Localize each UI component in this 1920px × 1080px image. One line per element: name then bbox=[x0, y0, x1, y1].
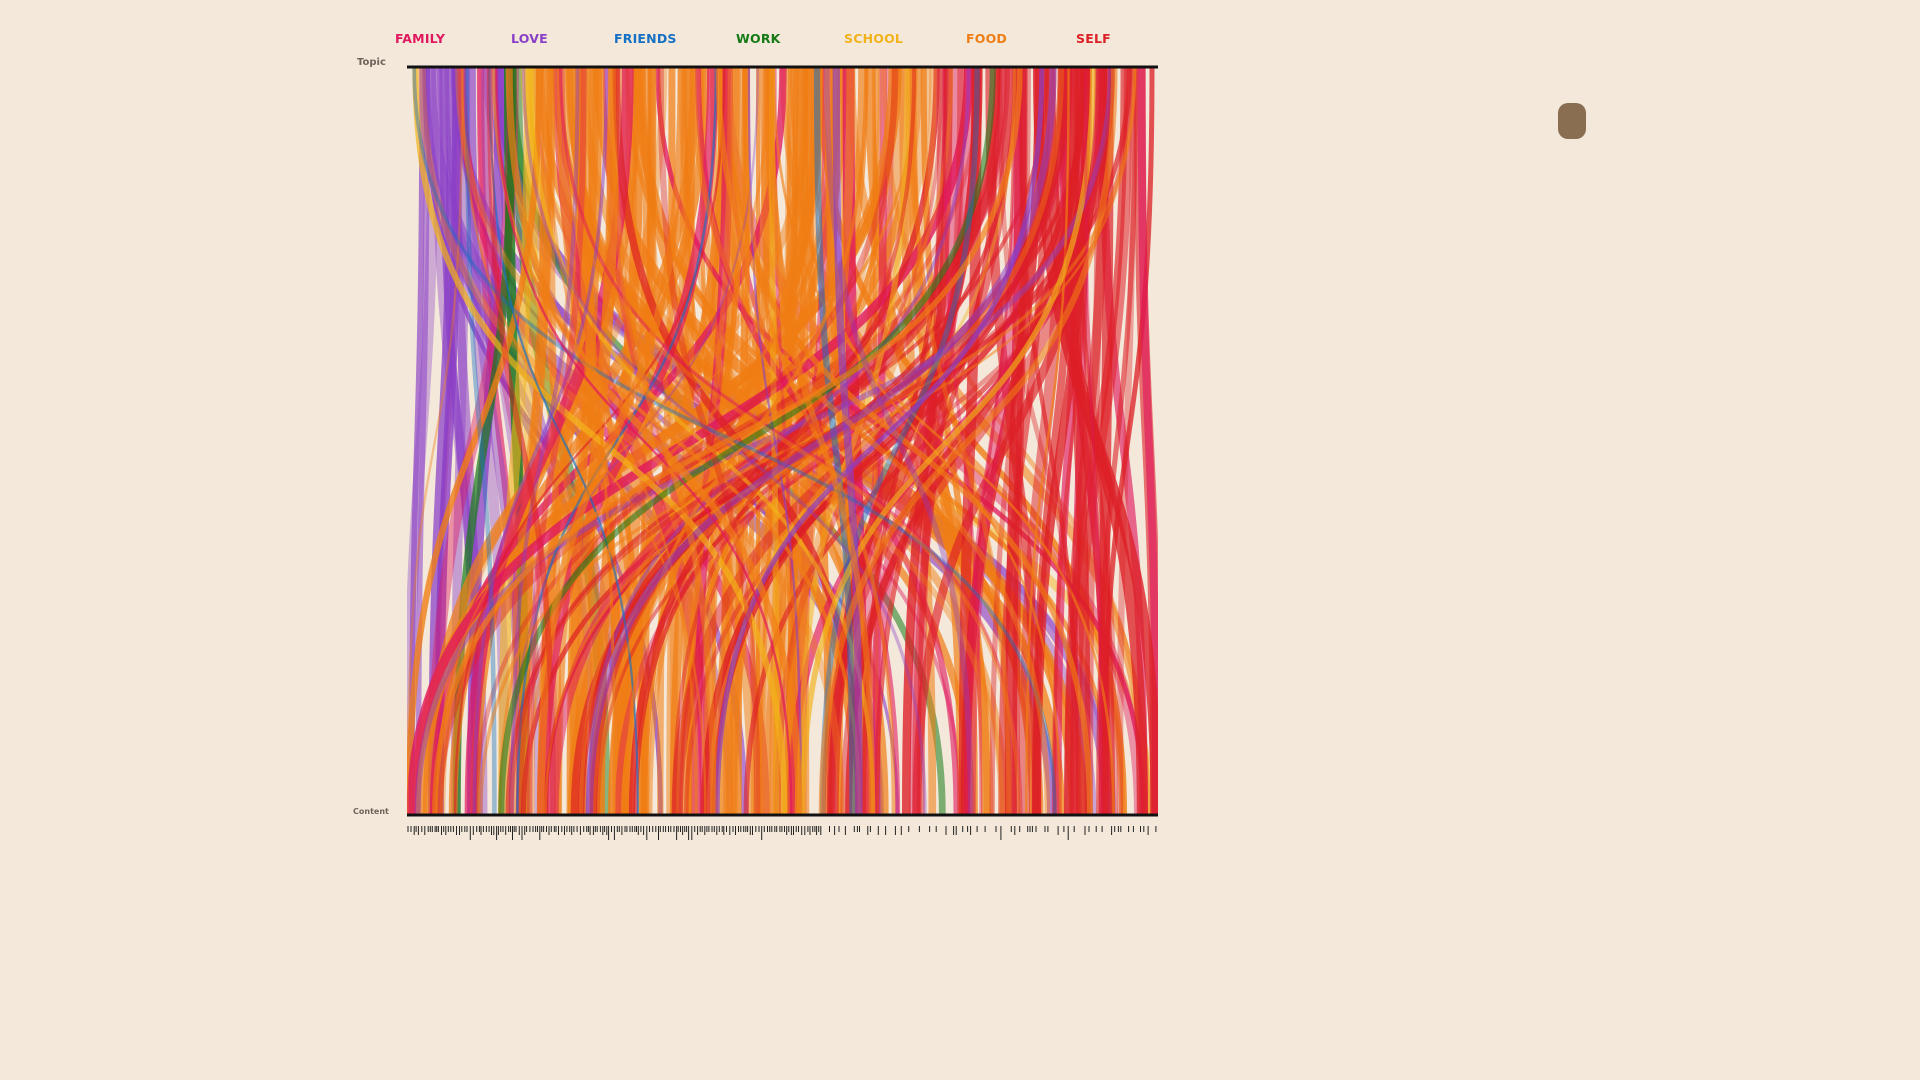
ribbon-self bbox=[657, 67, 761, 815]
legend-item-work[interactable]: WORK bbox=[736, 31, 781, 46]
ribbon-self bbox=[912, 67, 966, 815]
ribbon-self bbox=[672, 67, 917, 815]
ribbon-food bbox=[537, 67, 719, 815]
ribbon-food bbox=[909, 67, 1012, 815]
flow-chart bbox=[407, 65, 1158, 840]
ribbon-food bbox=[715, 67, 1093, 815]
ribbon-self bbox=[407, 67, 974, 815]
ribbon-food bbox=[597, 67, 1065, 815]
ribbon-family bbox=[1083, 67, 1103, 815]
ribbon-food bbox=[609, 67, 717, 815]
ribbon-food bbox=[545, 67, 698, 815]
ribbon-food bbox=[407, 67, 464, 815]
legend-item-self[interactable]: SELF bbox=[1076, 31, 1111, 46]
ribbon-love bbox=[823, 67, 974, 815]
ribbon-self bbox=[515, 67, 899, 815]
ribbon-food bbox=[536, 67, 686, 815]
ribbon-love bbox=[585, 67, 971, 815]
ribbon-self bbox=[578, 67, 1001, 815]
ribbon-self bbox=[917, 67, 945, 815]
ribbon-family bbox=[558, 67, 1023, 815]
ribbon-family bbox=[495, 67, 793, 815]
legend-item-family[interactable]: FAMILY bbox=[395, 31, 446, 46]
ribbon-food bbox=[685, 67, 748, 815]
legend-item-friends[interactable]: FRIENDS bbox=[614, 31, 677, 46]
ribbon-family bbox=[942, 67, 983, 815]
ribbon-food bbox=[578, 67, 954, 815]
ribbon-food bbox=[505, 67, 803, 815]
bottom-axis-label: Content bbox=[353, 807, 389, 816]
ribbon-self bbox=[1137, 67, 1158, 815]
ribbon-self bbox=[960, 67, 1045, 815]
ribbon-self bbox=[628, 67, 940, 815]
ribbon-friends bbox=[412, 67, 1057, 815]
ribbon-self bbox=[1098, 67, 1114, 815]
ribbon-school bbox=[799, 67, 1096, 815]
ribbon-food bbox=[690, 67, 1051, 815]
scroll-handle[interactable] bbox=[1558, 103, 1586, 139]
ribbon-food bbox=[767, 67, 876, 815]
ribbon-love bbox=[832, 67, 863, 815]
legend-item-food[interactable]: FOOD bbox=[966, 31, 1007, 46]
ribbon-love bbox=[472, 67, 609, 815]
ribbon-food bbox=[418, 67, 845, 815]
ribbon-food bbox=[818, 67, 1118, 815]
ribbon-love bbox=[409, 67, 425, 815]
top-axis-label: Topic bbox=[357, 57, 386, 68]
ribbon-friends bbox=[488, 67, 639, 815]
ribbon-self bbox=[700, 67, 1087, 815]
ribbon-family bbox=[526, 67, 587, 815]
legend-item-school[interactable]: SCHOOL bbox=[844, 31, 904, 46]
ribbon-love bbox=[414, 67, 1114, 815]
ribbon-friends bbox=[464, 67, 497, 815]
ribbon-food bbox=[772, 67, 1115, 815]
legend-item-love[interactable]: LOVE bbox=[511, 31, 548, 46]
ribbon-self bbox=[963, 67, 1027, 815]
ribbon-food bbox=[782, 67, 937, 815]
legend: FAMILY LOVE FRIENDS WORK SCHOOL FOOD SEL… bbox=[380, 31, 1160, 49]
ribbon-self bbox=[1116, 67, 1137, 815]
ribbon-food bbox=[549, 67, 1022, 815]
ribbon-work bbox=[452, 67, 517, 815]
ribbon-food bbox=[460, 67, 707, 815]
ribbon-self bbox=[1032, 67, 1158, 815]
ribbon-school bbox=[412, 67, 788, 815]
ribbon-food bbox=[790, 67, 1062, 815]
ribbon-food bbox=[432, 67, 1023, 815]
ribbon-food bbox=[871, 67, 880, 815]
ribbon-work bbox=[498, 67, 996, 815]
ribbon-school bbox=[797, 67, 911, 815]
ribbon-self bbox=[612, 67, 863, 815]
ribbon-love bbox=[510, 67, 580, 815]
content-ticks bbox=[407, 826, 1157, 840]
ribbon-self bbox=[486, 67, 556, 815]
ribbon-friends bbox=[819, 67, 980, 815]
ribbon-friends bbox=[813, 67, 856, 815]
ribbon-self bbox=[671, 67, 1069, 815]
ribbon-food bbox=[1025, 67, 1070, 815]
ribbon-food bbox=[407, 67, 543, 815]
ribbon-food bbox=[690, 67, 733, 815]
ribbon-school bbox=[498, 67, 535, 815]
ribbon-food bbox=[710, 67, 883, 815]
ribbon-self bbox=[1031, 67, 1078, 815]
ribbon-self bbox=[909, 67, 964, 815]
ribbon-self bbox=[997, 67, 1082, 815]
